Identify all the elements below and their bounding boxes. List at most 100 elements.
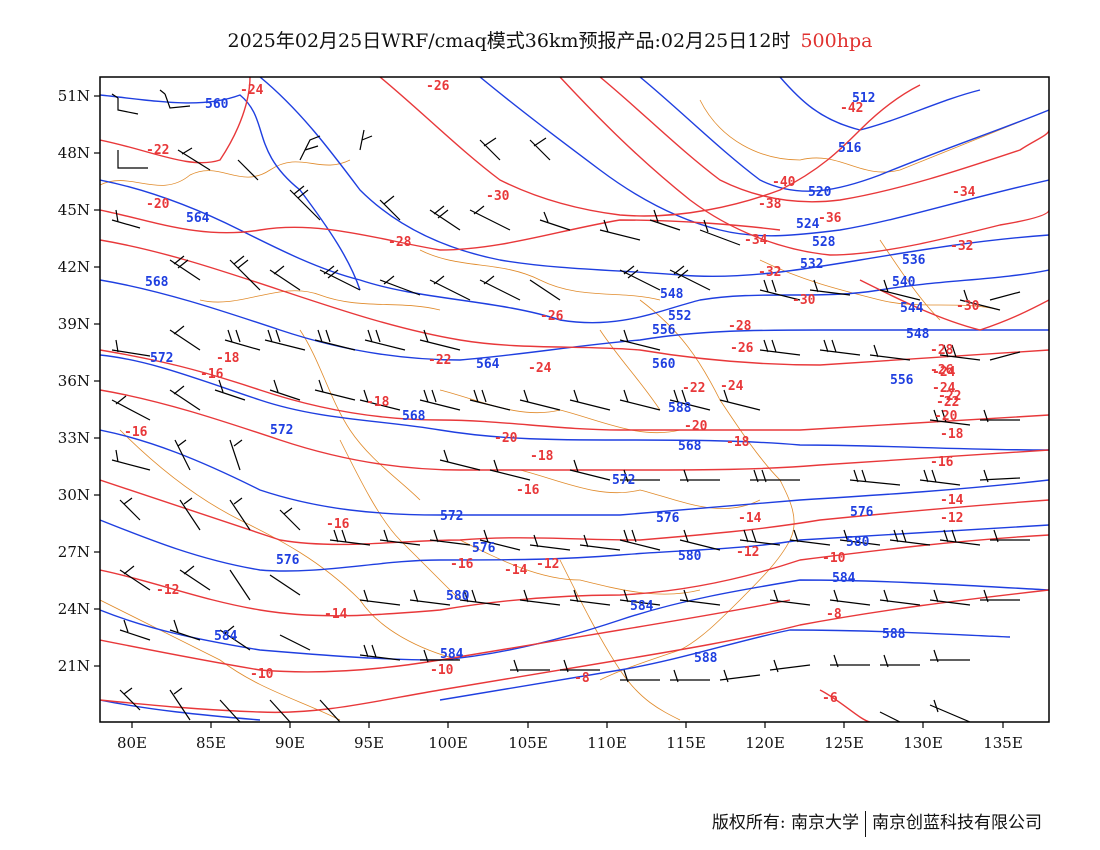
contour-label: 560 xyxy=(652,357,676,372)
contour-label: -30 xyxy=(956,299,980,314)
temperature-contours xyxy=(100,77,1049,722)
lon-axis xyxy=(131,722,1004,728)
contour-label: 516 xyxy=(838,141,862,156)
contour-label: -12 xyxy=(940,511,963,526)
contour-label: 572 xyxy=(270,423,293,438)
contour-label: 576 xyxy=(472,541,496,556)
lon-label: 80E xyxy=(117,734,147,752)
contour-label: -34 xyxy=(744,233,768,248)
contour-label: 548 xyxy=(906,327,930,342)
contour-label: -18 xyxy=(530,449,554,464)
contour-label: -26 xyxy=(930,363,954,378)
lat-label: 51N xyxy=(58,87,90,105)
lat-label: 48N xyxy=(58,144,90,162)
lon-label: 100E xyxy=(428,734,468,752)
title-level: 500hpa xyxy=(800,30,873,52)
lon-label: 115E xyxy=(666,734,706,752)
contour-label: 524 xyxy=(796,217,820,232)
contour-label: 576 xyxy=(656,511,680,526)
plot-area: 560 564 568 572 572 572 568 564 560 556 … xyxy=(100,77,1049,722)
contour-label: -42 xyxy=(840,101,863,116)
contour-label: -22 xyxy=(682,381,705,396)
contour-label: -14 xyxy=(940,493,964,508)
contour-label: -20 xyxy=(494,431,518,446)
lon-label: 135E xyxy=(983,734,1023,752)
lon-label: 130E xyxy=(903,734,943,752)
contour-label: 568 xyxy=(145,275,169,290)
plot-frame xyxy=(99,76,1050,723)
lat-label: 21N xyxy=(58,657,90,675)
contour-label: 584 xyxy=(214,629,238,644)
contour-label: 548 xyxy=(660,287,684,302)
contour-label: -12 xyxy=(536,557,559,572)
contour-label: 584 xyxy=(832,571,856,586)
contour-label: -14 xyxy=(324,607,348,622)
contour-label: -24 xyxy=(528,361,552,376)
contour-label: -26 xyxy=(540,309,564,324)
contour-label: 576 xyxy=(850,505,874,520)
contour-label: -38 xyxy=(758,197,782,212)
contour-label: -34 xyxy=(952,185,976,200)
contour-label: -26 xyxy=(426,79,450,94)
contour-label: 528 xyxy=(812,235,836,250)
contour-label: 580 xyxy=(446,589,470,604)
contour-label: -14 xyxy=(738,511,762,526)
contour-label: -20 xyxy=(934,409,958,424)
contour-label: -8 xyxy=(574,671,590,686)
contour-label: -24 xyxy=(720,379,744,394)
lat-label: 30N xyxy=(58,486,90,504)
lon-label: 125E xyxy=(824,734,864,752)
contour-label: -20 xyxy=(146,197,170,212)
contour-label: 556 xyxy=(652,323,676,338)
lat-label: 24N xyxy=(58,600,90,618)
contour-label: -12 xyxy=(736,545,759,560)
lon-labels: 80E 85E 90E 95E 100E 105E 110E 115E 120E… xyxy=(117,734,1023,752)
contour-label: 556 xyxy=(890,373,914,388)
contour-label: 580 xyxy=(678,549,702,564)
copyright-footer: 版权所有: 南京大学 南京创蓝科技有限公司 xyxy=(712,808,1042,837)
lon-label: 110E xyxy=(587,734,627,752)
contour-label: 552 xyxy=(668,309,691,324)
contour-label: 560 xyxy=(205,97,229,112)
contour-label: -16 xyxy=(124,425,148,440)
contour-label: -40 xyxy=(772,175,796,190)
contour-label: 588 xyxy=(694,651,718,666)
contour-label: 576 xyxy=(276,553,300,568)
contour-label: -24 xyxy=(932,365,956,380)
contour-label: -36 xyxy=(818,211,842,226)
contour-label: -22 xyxy=(428,353,451,368)
contour-label: -10 xyxy=(250,667,274,682)
lat-label: 27N xyxy=(58,543,90,561)
contour-label: -6 xyxy=(822,691,838,706)
contour-label: -26 xyxy=(730,341,754,356)
contour-label: 544 xyxy=(900,301,924,316)
contour-label: -16 xyxy=(200,367,224,382)
contour-label: 540 xyxy=(892,275,916,290)
contour-label: -18 xyxy=(216,351,240,366)
lon-label: 95E xyxy=(354,734,384,752)
contour-label: -30 xyxy=(792,293,816,308)
contour-label: 564 xyxy=(186,211,210,226)
contour-label: 536 xyxy=(902,253,926,268)
contour-label: 572 xyxy=(612,473,635,488)
contour-label: -16 xyxy=(930,455,954,470)
chart-title: 2025年02月25日WRF/cmaq模式36km预报产品:02月25日12时 5… xyxy=(0,26,1100,53)
lon-label: 105E xyxy=(508,734,548,752)
temperature-labels: -24 -26 -22 -20 -30 -28 -26 -24 -22 -18 … xyxy=(124,79,980,706)
contour-label: -10 xyxy=(430,663,454,678)
contour-label: -18 xyxy=(366,395,390,410)
contour-label: -24 xyxy=(240,83,264,98)
contour-label: 584 xyxy=(630,599,654,614)
contour-label: 572 xyxy=(150,351,173,366)
lat-labels: 51N 48N 45N 42N 39N 36N 33N 30N 27N 24N … xyxy=(58,87,90,675)
contour-label: -18 xyxy=(726,435,750,450)
contour-label: -14 xyxy=(504,563,528,578)
contour-label: -28 xyxy=(388,235,412,250)
height-labels: 560 564 568 572 572 572 568 564 560 556 … xyxy=(145,91,930,666)
lat-label: 36N xyxy=(58,372,90,390)
contour-label: -32 xyxy=(950,239,973,254)
contour-label: -16 xyxy=(326,517,350,532)
contour-label: 532 xyxy=(800,257,823,272)
lat-label: 39N xyxy=(58,315,90,333)
